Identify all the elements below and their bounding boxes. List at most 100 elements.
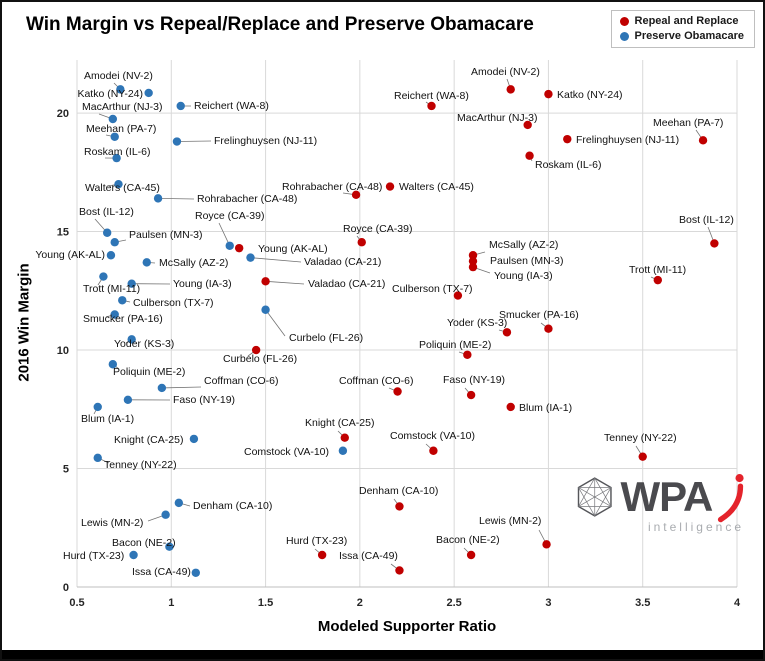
label-leader-line xyxy=(265,309,286,337)
data-point-preserve xyxy=(102,228,112,237)
data-point-repeal xyxy=(523,120,532,130)
data-point-preserve xyxy=(110,132,119,141)
point-label: Lewis (MN-2) xyxy=(81,517,143,529)
data-point-repeal xyxy=(261,277,270,286)
point-label: Bost (IL-12) xyxy=(679,214,734,226)
point-label: McSally (AZ-2) xyxy=(489,239,558,251)
point-label: Bacon (NE-2) xyxy=(112,537,176,549)
x-axis-tick: 4 xyxy=(734,597,741,609)
y-axis-tick: 15 xyxy=(57,227,69,239)
data-point-repeal xyxy=(453,291,463,300)
point-label: Faso (NY-19) xyxy=(173,394,235,406)
label-leader-line xyxy=(265,280,305,285)
data-point-repeal xyxy=(340,433,349,442)
legend-label-preserve: Preserve Obamacare xyxy=(634,30,744,42)
data-point-repeal xyxy=(468,251,478,260)
data-point-preserve xyxy=(116,85,125,94)
data-point-repeal xyxy=(710,239,719,248)
point-label: Reichert (WA-8) xyxy=(394,90,469,102)
point-label: MacArthur (NJ-3) xyxy=(457,112,538,124)
data-point-repeal xyxy=(393,387,402,396)
point-label: Culberson (TX-7) xyxy=(392,283,473,295)
data-point-preserve xyxy=(127,335,136,344)
point-label: Royce (CA-39) xyxy=(195,210,264,222)
point-label: Comstock (VA-10) xyxy=(244,446,329,458)
y-axis-tick: 10 xyxy=(57,345,69,357)
point-label: Faso (NY-19) xyxy=(443,374,505,386)
legend-label-repeal: Repeal and Replace xyxy=(634,15,739,27)
point-label: Frelinghuysen (NJ-11) xyxy=(214,135,317,147)
x-axis-title: Modeled Supporter Ratio xyxy=(317,618,497,635)
label-leader-line xyxy=(161,386,202,389)
point-label: Lewis (MN-2) xyxy=(479,515,541,527)
legend-swatch-repeal-icon xyxy=(619,16,629,26)
data-point-preserve xyxy=(144,88,153,98)
point-label: Walters (CA-45) xyxy=(399,181,474,193)
data-point-preserve xyxy=(93,453,102,463)
point-label: Poliquin (ME-2) xyxy=(113,366,185,378)
data-point-repeal xyxy=(463,350,472,359)
point-label: Knight (CA-25) xyxy=(114,434,183,446)
data-point-repeal xyxy=(638,452,647,461)
point-label: Denham (CA-10) xyxy=(193,500,272,512)
point-label: Valadao (CA-21) xyxy=(308,278,385,290)
x-axis-tick: 1 xyxy=(168,597,174,609)
data-point-repeal xyxy=(544,89,553,99)
data-point-preserve xyxy=(165,542,174,551)
data-point-repeal xyxy=(385,182,395,191)
data-point-repeal xyxy=(357,238,366,247)
point-label: Paulsen (MN-3) xyxy=(490,255,564,267)
point-label: McSally (AZ-2) xyxy=(159,257,228,269)
data-point-preserve xyxy=(127,279,136,288)
wpai-accent-i-swoosh xyxy=(718,474,744,523)
data-point-repeal xyxy=(466,390,476,400)
data-point-preserve xyxy=(189,434,199,444)
point-label: Walters (CA-45) xyxy=(85,182,160,194)
legend-swatch-preserve-icon xyxy=(619,31,629,41)
data-point-repeal xyxy=(466,550,476,560)
data-point-preserve xyxy=(114,179,123,189)
x-axis-tick: 3.5 xyxy=(635,597,650,609)
point-label: Paulsen (MN-3) xyxy=(129,229,203,241)
data-point-preserve xyxy=(123,395,133,405)
data-point-repeal xyxy=(468,256,478,266)
data-point-preserve xyxy=(261,305,270,314)
point-label: Trott (MI-11) xyxy=(629,264,686,276)
data-point-repeal xyxy=(351,190,361,200)
x-axis-tick: 0.5 xyxy=(69,597,84,609)
point-label: Blum (IA-1) xyxy=(519,402,572,414)
data-point-repeal xyxy=(427,101,436,111)
data-point-preserve xyxy=(142,258,151,267)
point-label: Reichert (WA-8) xyxy=(194,100,269,112)
data-point-preserve xyxy=(157,383,167,393)
data-point-repeal xyxy=(251,345,261,355)
data-point-repeal xyxy=(506,85,515,94)
data-point-repeal xyxy=(525,151,534,160)
data-point-preserve xyxy=(172,137,182,146)
data-point-repeal xyxy=(502,328,512,337)
point-label: Amodei (NV-2) xyxy=(471,66,540,78)
point-label: Curbelo (FL-26) xyxy=(223,353,297,365)
point-label: Coffman (CO-6) xyxy=(339,375,414,387)
data-point-repeal xyxy=(506,402,515,412)
wpai-subtext: intelligence xyxy=(647,520,744,534)
x-axis-tick: 2.5 xyxy=(446,597,461,609)
legend-item-repeal: Repeal and Replace xyxy=(619,15,744,27)
data-point-preserve xyxy=(338,446,348,455)
point-label: Issa (CA-49) xyxy=(339,550,398,562)
point-label: Coffman (CO-6) xyxy=(204,375,279,387)
label-leader-line xyxy=(250,257,302,263)
point-label: Blum (IA-1) xyxy=(81,413,134,425)
data-point-preserve xyxy=(246,253,255,262)
label-leader-line xyxy=(158,197,195,200)
point-label: Frelinghuysen (NJ-11) xyxy=(576,134,679,146)
point-label: Yoder (KS-3) xyxy=(447,317,507,329)
data-point-repeal xyxy=(234,243,244,253)
data-point-preserve xyxy=(108,114,118,124)
point-label: Young (IA-3) xyxy=(173,278,232,290)
data-point-preserve xyxy=(99,272,108,281)
point-label: Smucker (PA-16) xyxy=(83,313,163,325)
data-point-repeal xyxy=(395,566,404,575)
chart-title: Win Margin vs Repeal/Replace and Preserv… xyxy=(26,14,534,35)
